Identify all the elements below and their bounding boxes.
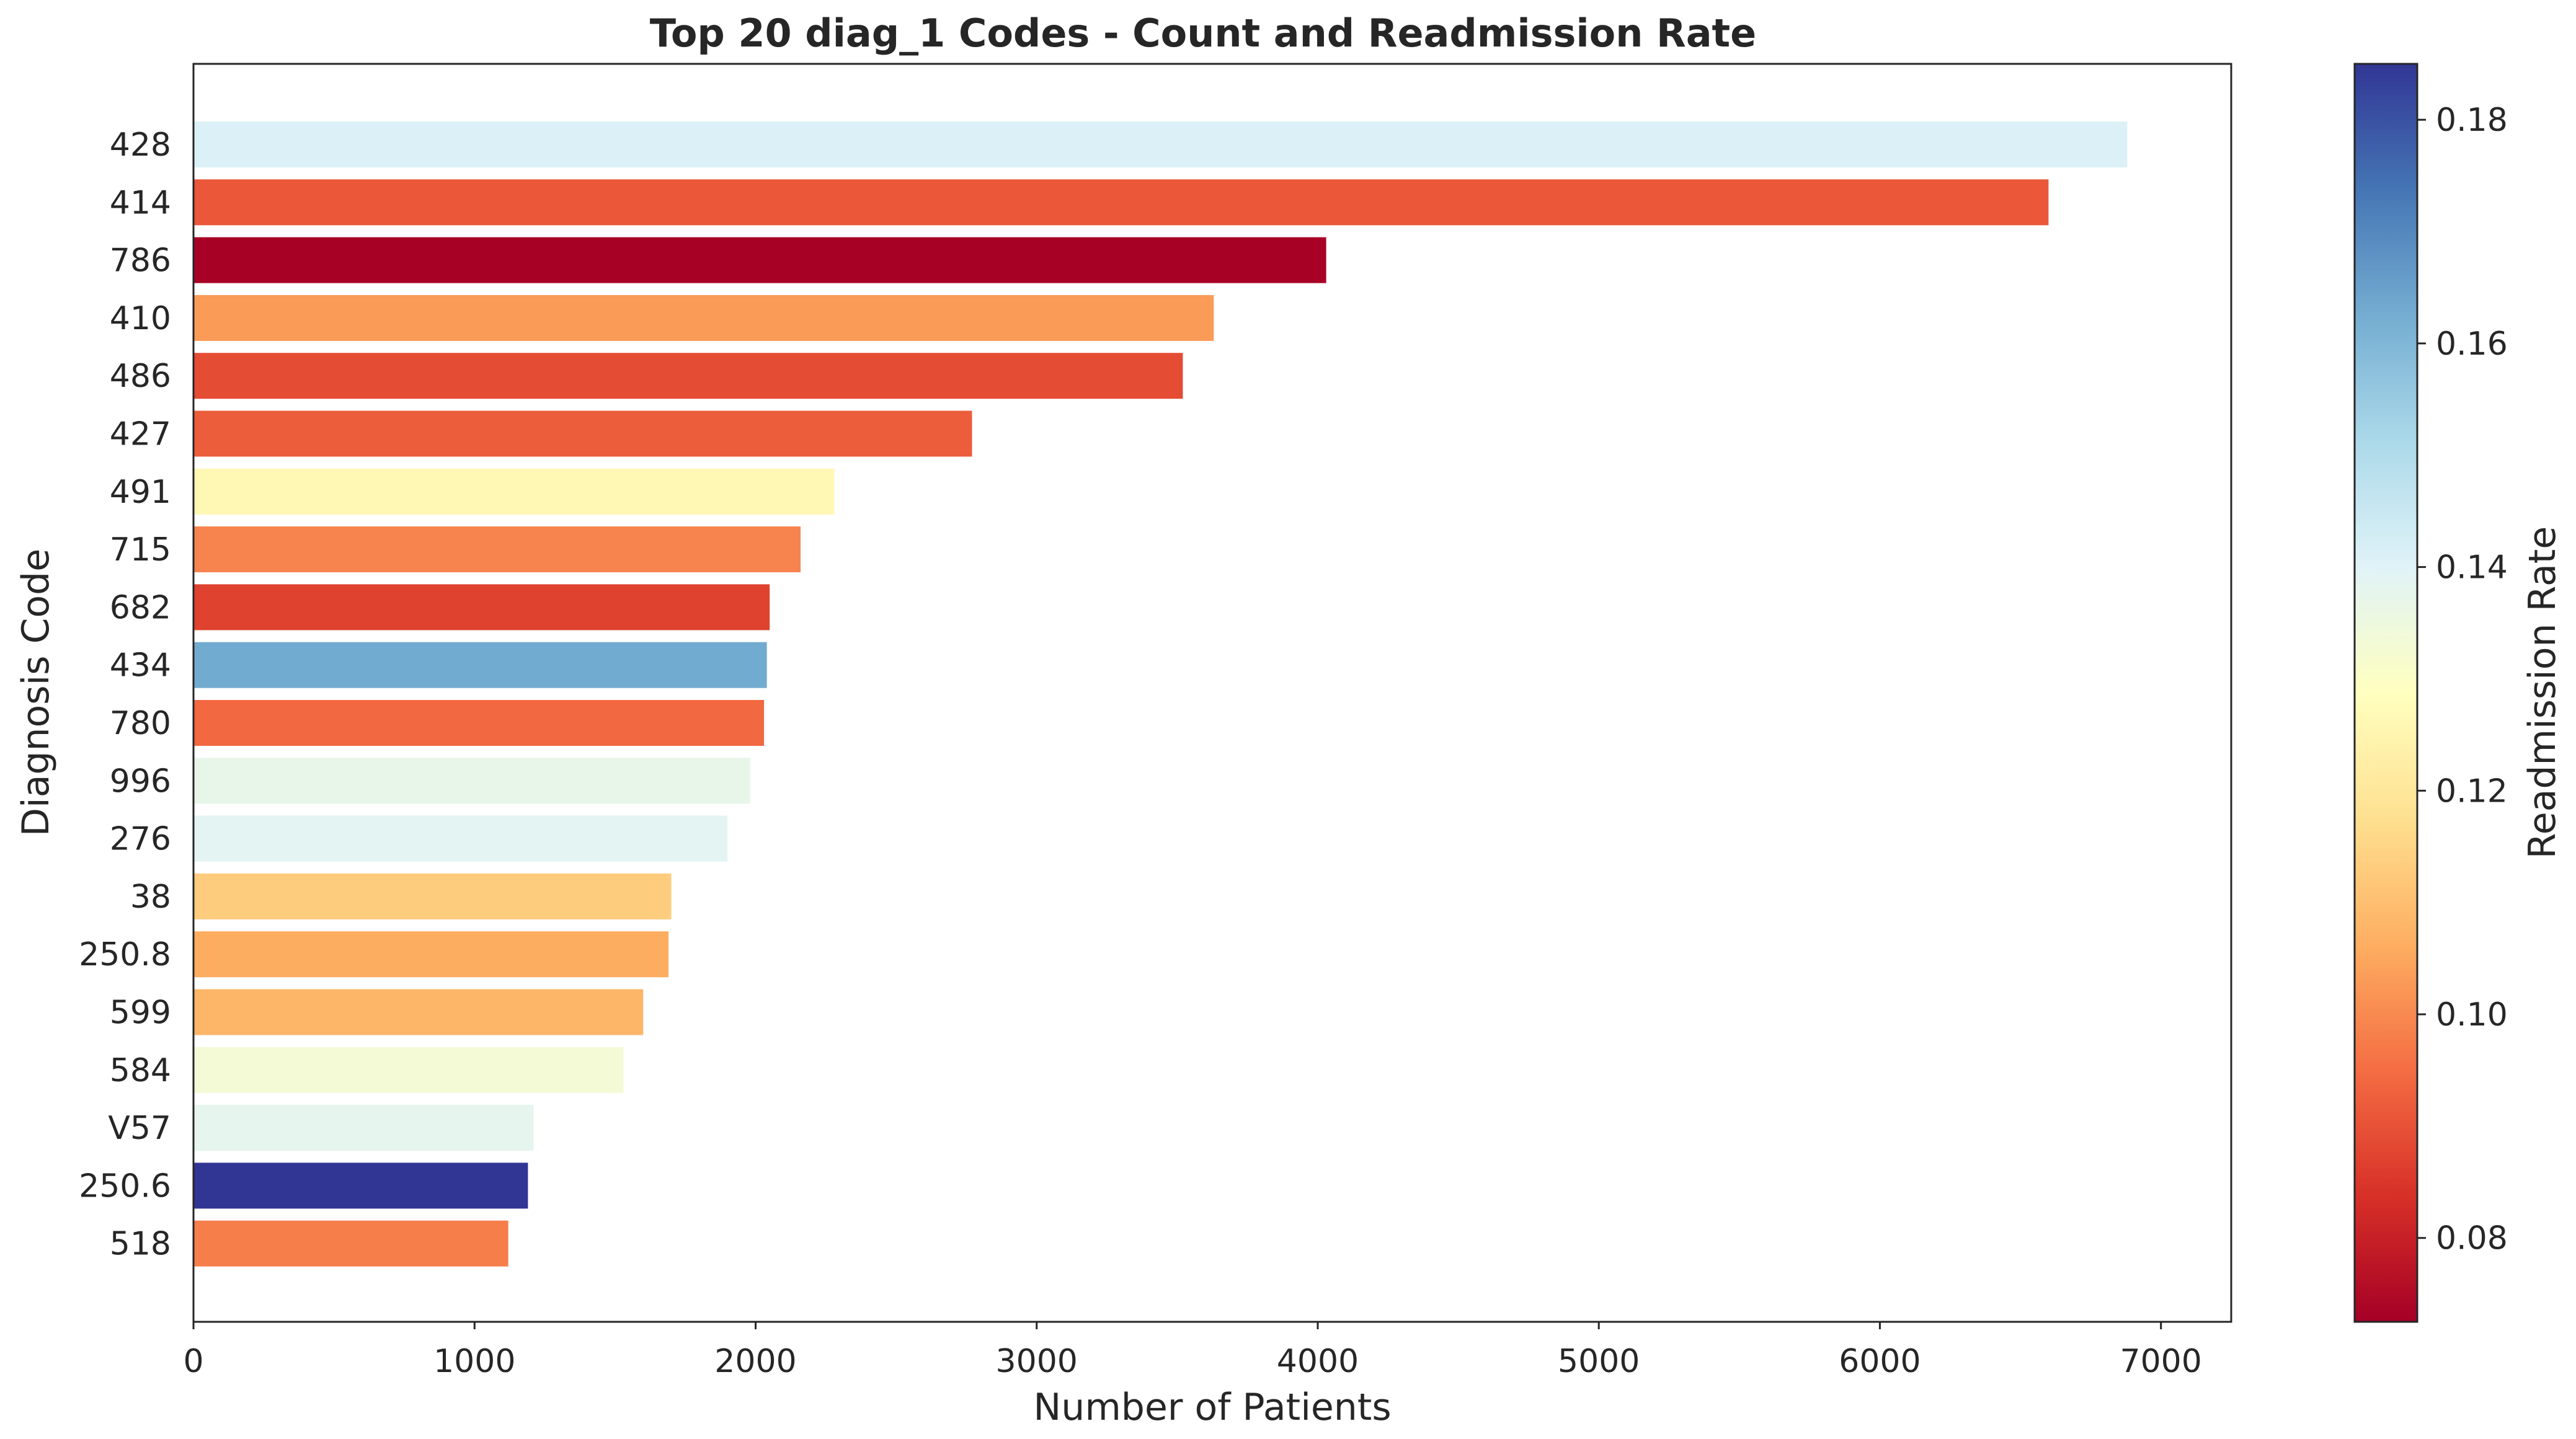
bar-428 (193, 122, 2128, 167)
bar-996 (193, 758, 750, 804)
bar-682 (193, 584, 770, 631)
colorbar-tick-label: 0.14 (2436, 549, 2508, 587)
x-tick-label: 0 (183, 1343, 203, 1380)
y-tick-label: 786 (110, 242, 171, 280)
x-tick-label: 6000 (1839, 1343, 1921, 1380)
y-tick-label: 715 (110, 531, 171, 569)
y-axis-label: Diagnosis Code (14, 549, 58, 836)
bar-584 (193, 1047, 624, 1093)
y-tick-label: 250.6 (79, 1167, 171, 1205)
y-tick-label: 518 (110, 1226, 171, 1263)
y-tick-label: 491 (110, 474, 171, 511)
colorbar-tick-label: 0.10 (2436, 996, 2508, 1034)
y-tick-labels: 428 414 786 410 486 427 491 715 682 434 780 996 276 3… (79, 126, 171, 1263)
bar-491 (193, 468, 835, 515)
y-tick-label: 599 (110, 994, 171, 1032)
y-tick-label: 486 (110, 358, 171, 395)
x-tick-labels: 0 1000 2000 3000 4000 5000 6000 7000 (183, 1322, 2202, 1380)
bar-38 (193, 873, 672, 919)
y-tick-label: 682 (110, 589, 171, 626)
bars-group (193, 122, 2128, 1267)
bar-434 (193, 642, 767, 688)
bar-250.6 (193, 1162, 528, 1209)
colorbar (2353, 63, 2418, 1323)
y-tick-label: 434 (110, 647, 171, 684)
y-tick-label: V57 (108, 1110, 171, 1147)
bar-427 (193, 410, 972, 457)
colorbar-tick-label: 0.12 (2436, 773, 2508, 810)
x-tick-label: 3000 (996, 1343, 1078, 1380)
y-tick-label: 428 (110, 126, 171, 164)
bar-599 (193, 989, 644, 1035)
bar-276 (193, 815, 728, 862)
bar-786 (193, 237, 1326, 283)
colorbar-tick-labels: 0.08 0.10 0.12 0.14 0.16 0.18 (2417, 102, 2508, 1257)
x-tick-label: 1000 (433, 1343, 515, 1380)
colorbar-label: Readmission Rate (2521, 526, 2564, 859)
bar-715 (193, 526, 801, 573)
x-tick-label: 4000 (1277, 1343, 1359, 1380)
colorbar-tick-label: 0.08 (2436, 1220, 2508, 1257)
x-axis-label: Number of Patients (1033, 1386, 1391, 1429)
x-tick-label: 7000 (2120, 1343, 2202, 1380)
y-tick-label: 250.8 (79, 936, 171, 973)
y-tick-label: 427 (110, 416, 171, 453)
y-tick-label: 584 (110, 1052, 171, 1089)
bar-410 (193, 294, 1214, 341)
bar-250.8 (193, 931, 668, 978)
bar-V57 (193, 1105, 534, 1151)
bar-414 (193, 179, 2049, 226)
y-tick-label: 780 (110, 705, 171, 742)
bar-780 (193, 700, 765, 746)
chart-title: Top 20 diag_1 Codes - Count and Readmiss… (650, 11, 1756, 56)
y-tick-label: 276 (110, 821, 171, 858)
y-tick-label: 414 (110, 184, 171, 221)
y-tick-label: 996 (110, 763, 171, 800)
colorbar-tick-label: 0.16 (2436, 325, 2508, 363)
bar-518 (193, 1220, 509, 1267)
y-tick-label: 38 (130, 879, 171, 916)
plot-frame (192, 63, 2232, 1323)
bar-486 (193, 353, 1183, 399)
y-tick-label: 410 (110, 300, 171, 337)
x-tick-label: 2000 (714, 1343, 796, 1380)
x-tick-label: 5000 (1558, 1343, 1640, 1380)
colorbar-tick-label: 0.18 (2436, 102, 2508, 139)
